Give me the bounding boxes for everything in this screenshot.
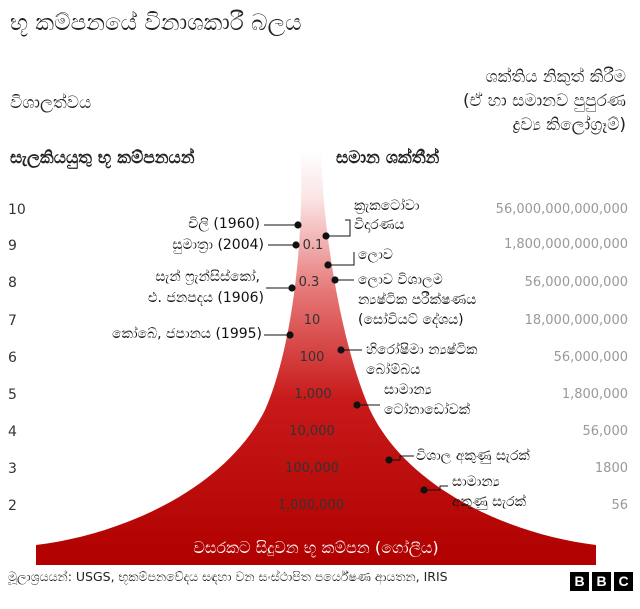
magnitude-2: 2: [8, 498, 17, 514]
energy-value-2: 56: [611, 498, 628, 513]
magnitude-6: 6: [8, 350, 17, 366]
equiv-tornado-line1: සාමාන්‍ය: [384, 382, 432, 398]
dot-hiroshima: [337, 346, 345, 354]
energy-value-4: 56,000: [582, 424, 629, 439]
dot-large-lightning: [385, 456, 393, 464]
funnel-value: 100: [299, 350, 325, 365]
equivalent-energy-header: සමාන ශක්තීන්: [336, 148, 440, 168]
dot-kobe: [286, 331, 294, 339]
magnitude-10: 10: [8, 202, 26, 218]
bbc-logo-letter: B: [592, 572, 611, 591]
quake-kobe: කෝබේ, ජපානය (1995): [112, 326, 262, 342]
equiv-krakatoa-line2: විදාරණය: [354, 217, 405, 233]
equiv-lightning-line2: අකුණු සැරක්: [452, 494, 526, 510]
quake-san-francisco-line2: එ. ජනපදය (1906): [148, 290, 264, 306]
funnel-value: 0.3: [298, 275, 320, 290]
funnel-value: 10: [303, 313, 321, 328]
magnitude-3: 3: [8, 461, 17, 477]
dot-world: [324, 261, 332, 269]
equiv-hiroshima-line2: බෝම්බය: [366, 362, 421, 378]
equiv-world: ලොව: [358, 247, 393, 263]
funnel-value: 100,000: [285, 461, 339, 476]
energy-value-9: 1,800,000,000,000: [503, 237, 628, 252]
bbc-logo-letter: B: [570, 572, 589, 591]
dot-krakatoa: [322, 232, 330, 240]
dot-chile: [294, 221, 302, 229]
dot-lightning: [420, 486, 428, 494]
energy-header-line3: ද්‍රව්‍ය කිලෝග්‍රෑම්): [512, 115, 626, 135]
dot-sumatra: [292, 241, 300, 249]
energy-value-6: 56,000,000: [553, 350, 628, 365]
magnitude-header: විශාලත්වය: [10, 93, 92, 113]
funnel-base-label: වසරකට සිදුවන භූ කම්පන (ගෝලීය): [193, 538, 439, 557]
funnel-value: 0.1: [302, 238, 324, 253]
equiv-tornado-line2: ටෝනාඩෝවක්: [384, 402, 471, 418]
notable-quakes-header: සැලකියයුතු භූ කම්පනයන්: [10, 148, 195, 168]
magnitude-4: 4: [8, 424, 17, 440]
bbc-logo-letter: C: [614, 572, 633, 591]
energy-value-8: 56,000,000,000: [524, 275, 628, 290]
magnitude-7: 7: [8, 313, 17, 329]
dot-san-francisco: [288, 284, 296, 292]
dot-tornado: [353, 401, 361, 409]
equiv-nuclear-test-line3: (සෝවියට් දේශය): [358, 312, 464, 328]
dot-nuclear-test: [331, 276, 339, 284]
funnel-value: 10,000: [289, 424, 335, 439]
energy-header-line1: ශක්තිය නිකුත් කිරීම: [485, 67, 626, 87]
magnitude-8: 8: [8, 275, 17, 291]
funnel-value: 1,000: [294, 387, 332, 402]
magnitude-5: 5: [8, 387, 17, 403]
equiv-hiroshima-line1: හිරෝෂිමා න්‍යෂ්ටික: [366, 342, 478, 358]
bbc-logo: B B C: [570, 572, 633, 591]
energy-value-5: 1,800,000: [561, 387, 628, 402]
energy-value-7: 18,000,000,000: [524, 313, 628, 328]
quake-chile: චිලි (1960): [188, 216, 260, 232]
equiv-large-lightning: විශාල අකුණු සැරක්: [416, 448, 530, 464]
source-note: මූලාශ්‍රයයන්: USGS, භූකම්පනවේදය සඳහා වන …: [8, 569, 448, 584]
equiv-nuclear-test-line1: ලොව විශාලම: [358, 272, 443, 288]
energy-value-3: 1800: [594, 461, 628, 476]
equiv-lightning-line1: සාමාන්‍ය: [452, 474, 500, 490]
equiv-krakatoa-line1: ක්‍රැකටෝවා: [354, 198, 420, 214]
page-title: භූ කම්පනයේ විනාශකාරී බලය: [10, 10, 302, 36]
magnitude-9: 9: [8, 238, 17, 254]
energy-header-line2: (ඒ හා සමානව පුපුරණ: [463, 91, 626, 111]
energy-value-10: 56,000,000,000,000: [495, 202, 628, 217]
equiv-nuclear-test-line2: න්‍යෂ්ටික පරීක්ෂණය: [358, 292, 477, 308]
funnel-value: 1,000,000: [277, 498, 345, 513]
quake-san-francisco-line1: සැන් ෆ්‍රැන්සිස්කෝ,: [155, 269, 260, 285]
quake-sumatra: සුමාත්‍රා (2004): [172, 237, 264, 253]
